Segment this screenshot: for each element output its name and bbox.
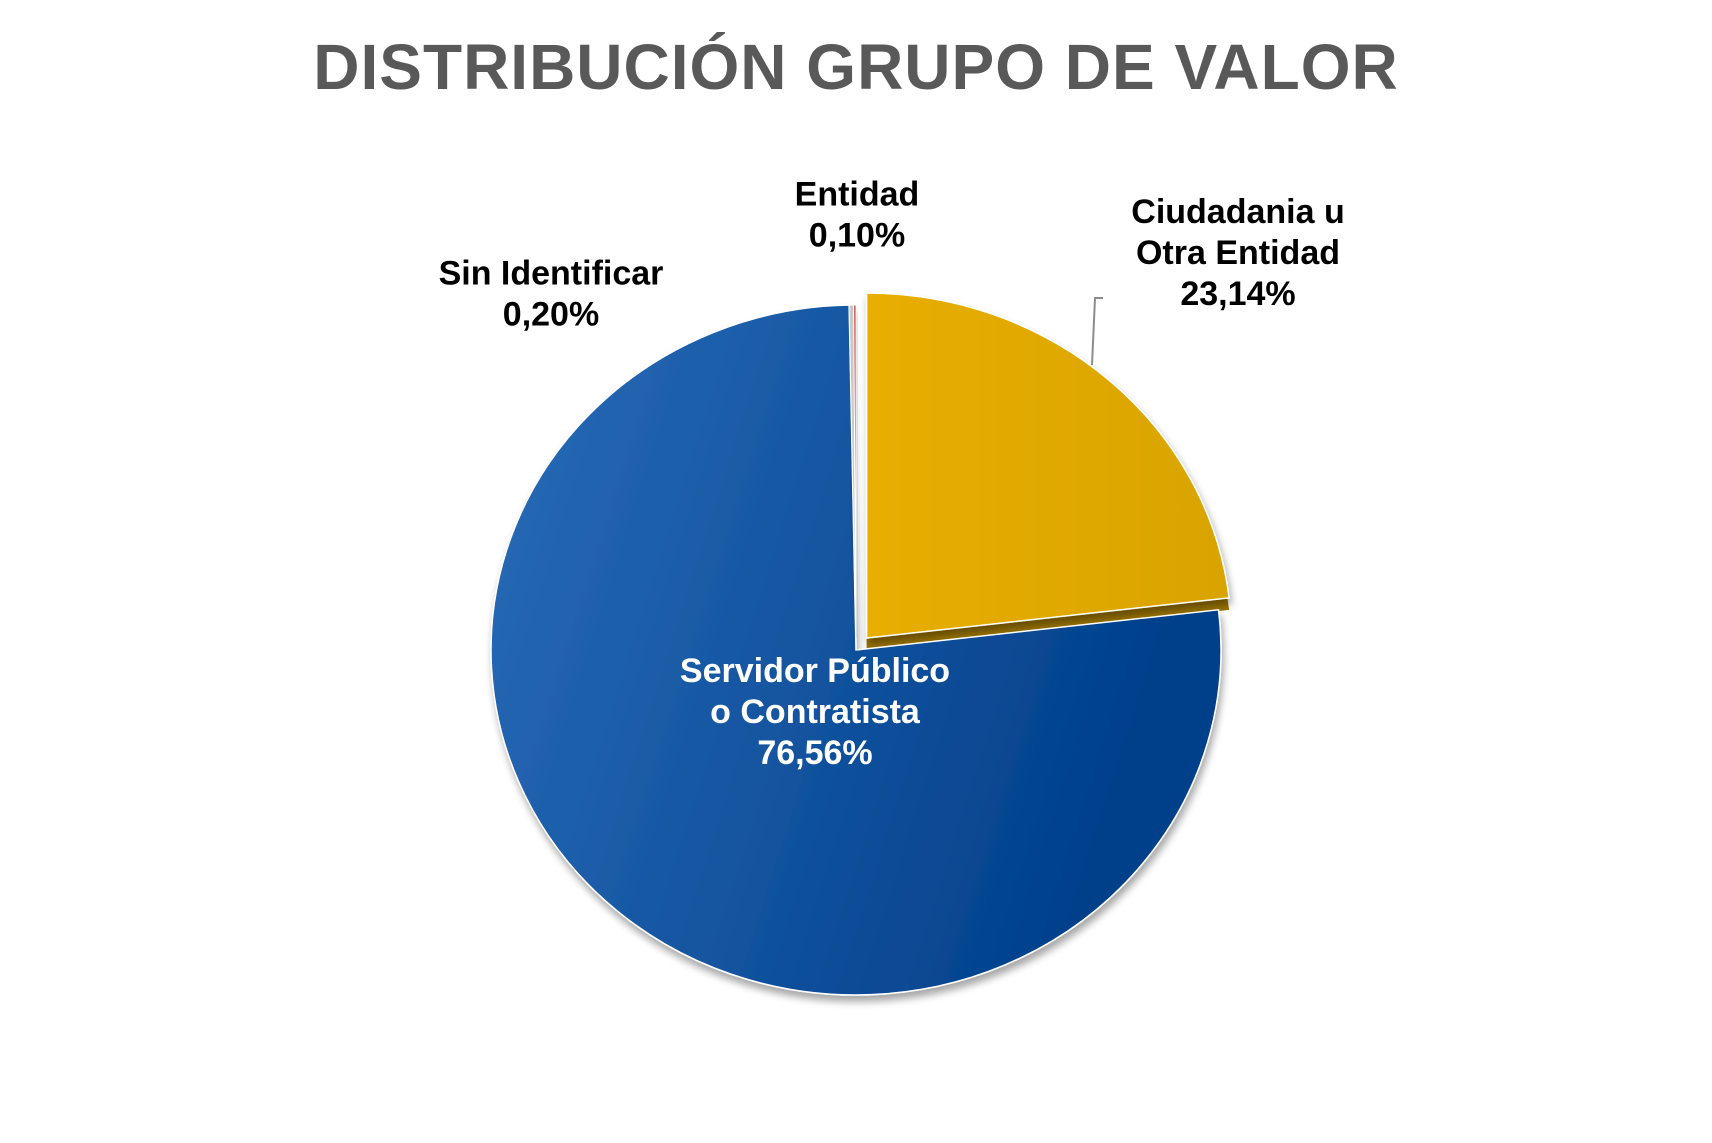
pie-slices bbox=[490, 292, 1230, 996]
slice-category-label: Entidad bbox=[795, 175, 920, 213]
slice-category-label: Servidor Público bbox=[680, 652, 950, 690]
leader-lines bbox=[1091, 297, 1103, 366]
slice-percent-label: 0,20% bbox=[503, 295, 599, 333]
pie-slice bbox=[853, 304, 857, 651]
chart-title: DISTRIBUCIÓN GRUPO DE VALOR bbox=[313, 31, 1399, 103]
pie-slice bbox=[490, 304, 1222, 996]
slice-percent-label: 76,56% bbox=[757, 734, 872, 772]
slice-category-label: Otra Entidad bbox=[1136, 234, 1340, 272]
slice-category-label: Ciudadania u bbox=[1131, 193, 1344, 231]
slice-percent-label: 23,14% bbox=[1180, 275, 1295, 313]
slice-category-label: o Contratista bbox=[710, 693, 921, 731]
leader-line bbox=[1091, 297, 1103, 366]
pie-slice bbox=[865, 292, 1230, 639]
slice-percent-label: 0,10% bbox=[809, 216, 905, 254]
slice-category-label: Sin Identificar bbox=[439, 254, 664, 292]
